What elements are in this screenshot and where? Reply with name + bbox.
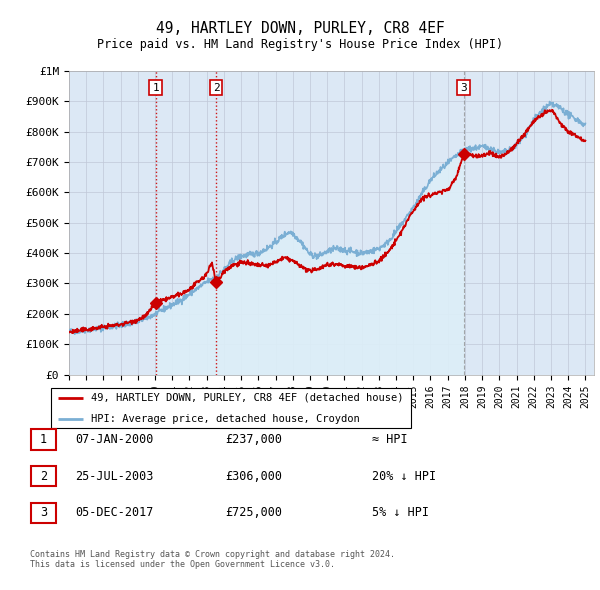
Text: £725,000: £725,000 <box>225 506 282 519</box>
Text: 2: 2 <box>213 83 220 93</box>
Text: £306,000: £306,000 <box>225 470 282 483</box>
Text: 20% ↓ HPI: 20% ↓ HPI <box>372 470 436 483</box>
Text: HPI: Average price, detached house, Croydon: HPI: Average price, detached house, Croy… <box>91 414 359 424</box>
Text: 05-DEC-2017: 05-DEC-2017 <box>75 506 154 519</box>
Text: 1: 1 <box>152 83 159 93</box>
Text: 49, HARTLEY DOWN, PURLEY, CR8 4EF (detached house): 49, HARTLEY DOWN, PURLEY, CR8 4EF (detac… <box>91 393 403 402</box>
Text: 49, HARTLEY DOWN, PURLEY, CR8 4EF: 49, HARTLEY DOWN, PURLEY, CR8 4EF <box>155 21 445 35</box>
Text: 25-JUL-2003: 25-JUL-2003 <box>75 470 154 483</box>
Text: 1: 1 <box>40 433 47 446</box>
Text: This data is licensed under the Open Government Licence v3.0.: This data is licensed under the Open Gov… <box>30 560 335 569</box>
Text: 2: 2 <box>40 470 47 483</box>
Text: Price paid vs. HM Land Registry's House Price Index (HPI): Price paid vs. HM Land Registry's House … <box>97 38 503 51</box>
Text: 07-JAN-2000: 07-JAN-2000 <box>75 433 154 446</box>
Text: 5% ↓ HPI: 5% ↓ HPI <box>372 506 429 519</box>
Text: ≈ HPI: ≈ HPI <box>372 433 407 446</box>
Text: Contains HM Land Registry data © Crown copyright and database right 2024.: Contains HM Land Registry data © Crown c… <box>30 550 395 559</box>
Text: 3: 3 <box>460 83 467 93</box>
Text: £237,000: £237,000 <box>225 433 282 446</box>
Text: 3: 3 <box>40 506 47 519</box>
